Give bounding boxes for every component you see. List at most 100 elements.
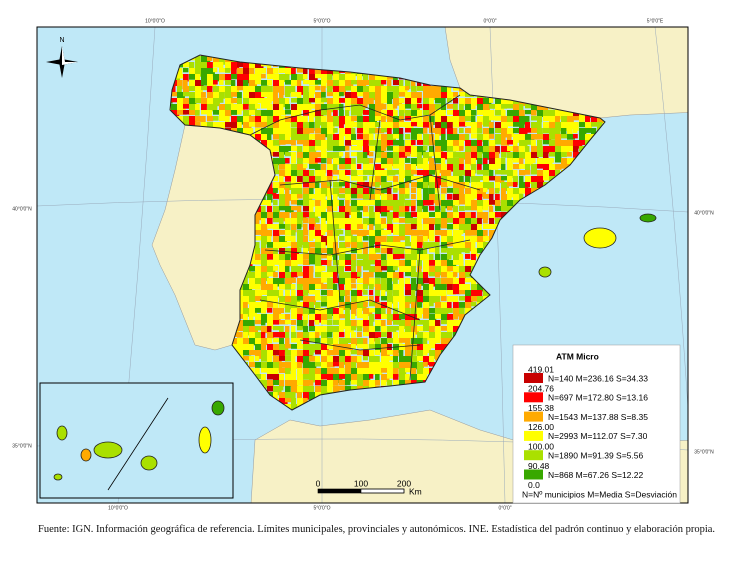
municipality — [429, 182, 435, 189]
municipality — [303, 368, 311, 376]
municipality — [279, 80, 284, 88]
municipality — [267, 362, 277, 369]
municipality — [471, 182, 477, 191]
municipality — [387, 176, 396, 181]
municipality — [459, 146, 464, 151]
municipality — [297, 230, 305, 240]
municipality — [417, 320, 427, 325]
municipality — [327, 212, 334, 219]
municipality — [345, 380, 351, 386]
municipality — [291, 98, 300, 103]
municipality — [351, 104, 359, 114]
municipality — [381, 116, 386, 123]
municipality — [507, 146, 515, 152]
municipality — [195, 62, 202, 71]
scale-label: 200 — [397, 478, 411, 488]
municipality — [429, 200, 434, 206]
municipality — [543, 152, 549, 159]
municipality — [279, 392, 285, 402]
municipality — [213, 116, 219, 121]
municipality — [483, 134, 490, 142]
municipality — [369, 224, 374, 231]
region-borders — [249, 94, 481, 381]
municipality — [303, 146, 310, 155]
municipality — [327, 134, 333, 143]
municipality — [291, 158, 297, 164]
municipality — [453, 236, 462, 246]
municipality — [267, 86, 273, 95]
municipality — [273, 68, 279, 74]
municipality — [327, 344, 336, 350]
municipality — [279, 386, 284, 391]
municipality — [471, 188, 479, 195]
municipality — [261, 140, 270, 146]
municipality — [351, 362, 357, 370]
municipality — [447, 140, 456, 146]
municipality — [285, 218, 291, 226]
municipality — [345, 278, 351, 286]
municipality — [381, 158, 390, 165]
municipality — [357, 176, 365, 182]
municipality — [243, 296, 251, 305]
municipality — [285, 404, 293, 410]
municipality — [513, 146, 519, 155]
municipality — [273, 194, 280, 199]
municipality — [291, 146, 300, 152]
municipality — [339, 332, 345, 338]
municipality — [273, 224, 281, 230]
municipality — [255, 314, 263, 321]
municipality — [285, 212, 290, 220]
municipality — [321, 350, 331, 357]
municipality — [543, 116, 551, 122]
municipality — [471, 260, 476, 267]
municipality — [285, 272, 294, 282]
municipality — [309, 152, 318, 162]
municipality — [327, 200, 336, 207]
municipality — [267, 68, 275, 75]
municipality — [351, 158, 356, 166]
municipality — [273, 158, 281, 166]
municipality — [279, 338, 284, 345]
municipality — [453, 206, 459, 213]
municipality — [393, 110, 398, 118]
municipality — [255, 242, 260, 251]
municipality — [345, 242, 351, 248]
municipality — [423, 266, 433, 275]
municipality — [267, 116, 274, 123]
municipality — [297, 320, 304, 329]
municipality — [363, 332, 373, 337]
municipality — [375, 206, 385, 214]
municipality — [303, 290, 309, 296]
municipality — [369, 152, 374, 157]
municipality — [219, 80, 224, 85]
municipality — [375, 170, 383, 180]
municipality — [201, 98, 209, 107]
municipality — [465, 128, 475, 134]
municipality — [321, 152, 327, 160]
municipality — [255, 320, 262, 325]
municipality — [219, 86, 226, 93]
municipality — [381, 362, 390, 372]
municipality — [285, 200, 290, 208]
municipality — [363, 182, 372, 188]
municipality — [399, 158, 405, 166]
municipality — [333, 218, 343, 228]
municipality — [459, 260, 464, 269]
municipality — [303, 152, 311, 162]
municipality — [297, 164, 306, 173]
municipality — [333, 128, 338, 133]
municipality — [279, 272, 288, 279]
municipality — [381, 380, 387, 386]
municipality — [291, 176, 297, 183]
municipality — [285, 284, 295, 290]
municipality — [351, 332, 357, 338]
municipality — [357, 362, 364, 369]
municipality — [501, 122, 508, 130]
municipality — [321, 278, 330, 283]
municipality — [495, 134, 505, 142]
municipality — [309, 98, 316, 103]
municipality — [291, 122, 301, 128]
municipality — [411, 362, 418, 370]
municipality — [375, 164, 385, 172]
municipality — [207, 110, 213, 120]
